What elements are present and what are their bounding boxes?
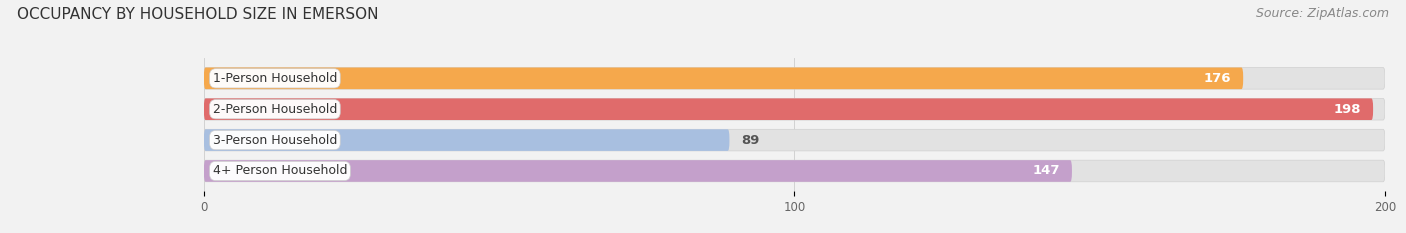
FancyBboxPatch shape — [204, 129, 1385, 151]
Text: 4+ Person Household: 4+ Person Household — [212, 164, 347, 178]
FancyBboxPatch shape — [204, 160, 1385, 182]
FancyBboxPatch shape — [204, 68, 1385, 89]
FancyBboxPatch shape — [204, 129, 730, 151]
FancyBboxPatch shape — [204, 68, 1243, 89]
Text: Source: ZipAtlas.com: Source: ZipAtlas.com — [1256, 7, 1389, 20]
Text: 2-Person Household: 2-Person Household — [212, 103, 337, 116]
Text: 3-Person Household: 3-Person Household — [212, 134, 337, 147]
FancyBboxPatch shape — [204, 160, 1071, 182]
Text: 89: 89 — [741, 134, 759, 147]
Text: 1-Person Household: 1-Person Household — [212, 72, 337, 85]
Text: 176: 176 — [1204, 72, 1232, 85]
Text: OCCUPANCY BY HOUSEHOLD SIZE IN EMERSON: OCCUPANCY BY HOUSEHOLD SIZE IN EMERSON — [17, 7, 378, 22]
Text: 198: 198 — [1334, 103, 1361, 116]
Text: 147: 147 — [1032, 164, 1060, 178]
FancyBboxPatch shape — [204, 98, 1385, 120]
FancyBboxPatch shape — [204, 98, 1374, 120]
